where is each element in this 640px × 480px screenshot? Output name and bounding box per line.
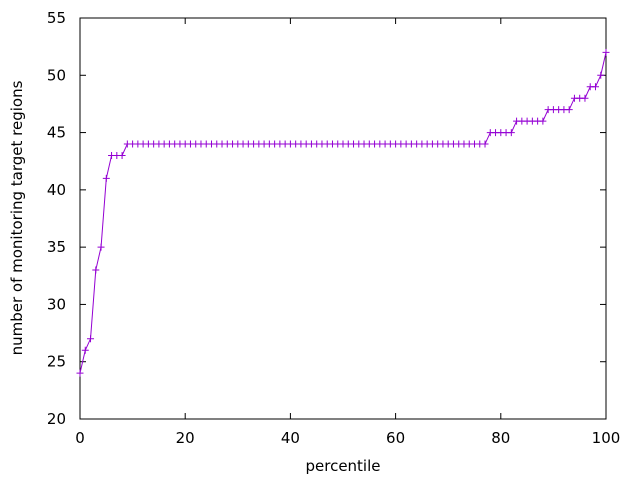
y-tick-label: 25 — [47, 353, 66, 371]
x-tick-label: 0 — [75, 429, 85, 447]
data-point — [602, 48, 610, 56]
data-point — [591, 83, 599, 91]
data-point — [581, 94, 589, 102]
data-point — [102, 174, 110, 182]
x-tick-label: 60 — [386, 429, 405, 447]
data-point — [87, 335, 95, 343]
data-line — [79, 52, 607, 374]
data-point — [597, 71, 605, 79]
x-tick-label: 80 — [491, 429, 510, 447]
y-tick-label: 20 — [47, 410, 66, 428]
x-axis-label: percentile — [305, 457, 380, 475]
y-tick-label: 40 — [47, 181, 66, 199]
data-point — [481, 140, 489, 148]
data-point — [539, 117, 547, 125]
y-tick-label: 45 — [47, 124, 66, 142]
data-point — [118, 151, 126, 159]
y-tick-label: 35 — [47, 238, 66, 256]
x-tick-label: 100 — [592, 429, 621, 447]
y-tick-label: 30 — [47, 295, 66, 313]
data-point — [92, 266, 100, 274]
data-point — [81, 346, 89, 354]
x-tick-label: 20 — [176, 429, 195, 447]
data-point — [507, 129, 515, 137]
plot-frame — [79, 17, 607, 420]
y-tick-label: 50 — [47, 66, 66, 84]
y-axis-label: number of monitoring target regions — [8, 80, 26, 355]
y-tick-label: 55 — [47, 9, 66, 27]
data-point — [97, 243, 105, 251]
x-tick-label: 40 — [281, 429, 300, 447]
data-point — [565, 106, 573, 114]
data-point — [76, 369, 84, 377]
